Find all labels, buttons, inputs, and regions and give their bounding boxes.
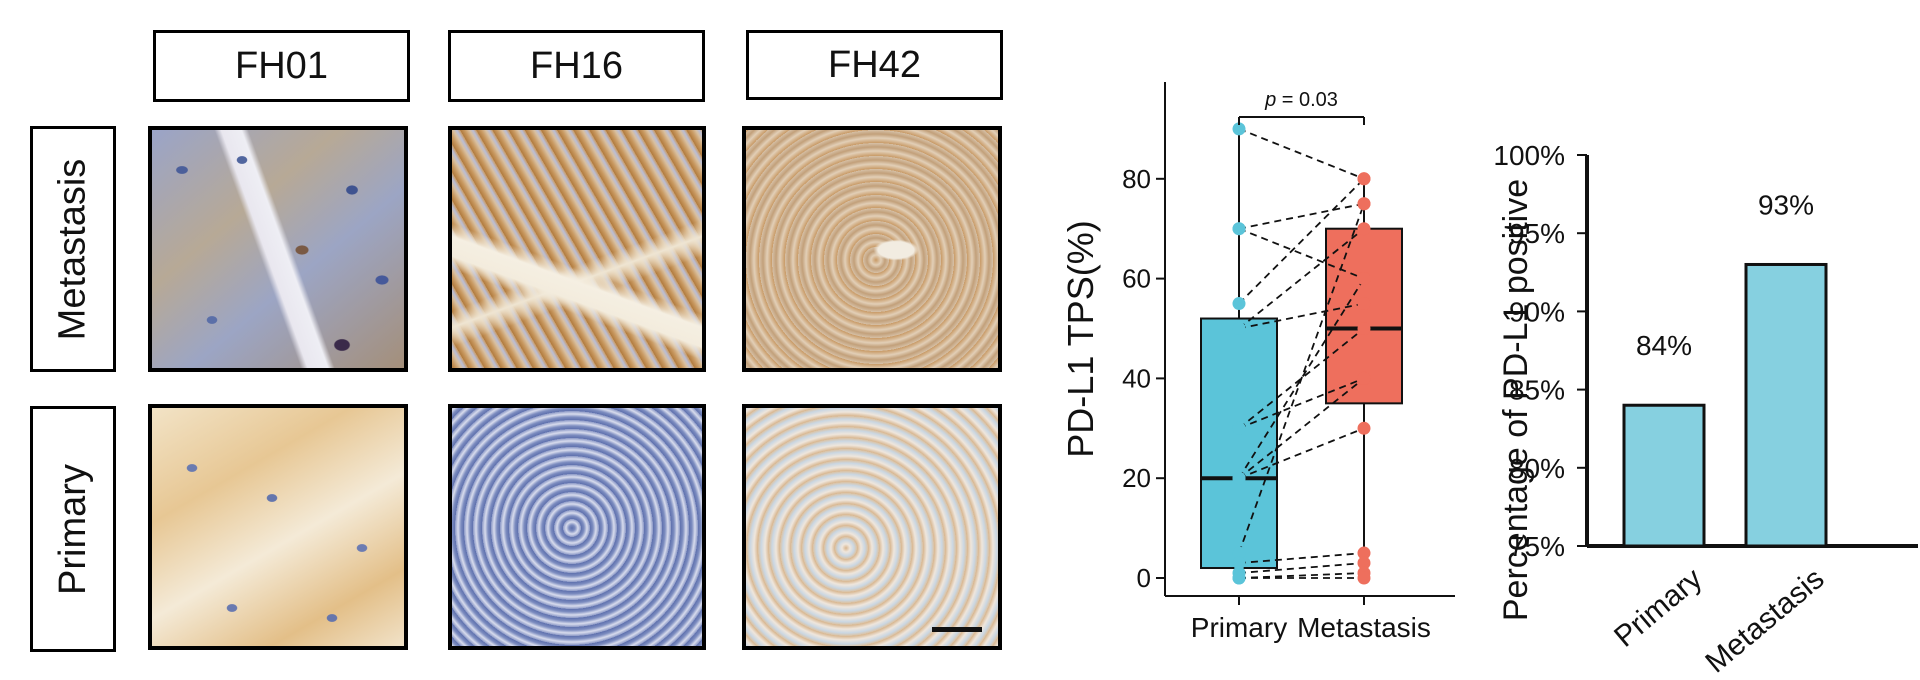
- row-label-text: Primary: [51, 463, 94, 595]
- metastasis-point: [1357, 297, 1371, 311]
- metastasis-point: [1357, 272, 1371, 286]
- primary-point: [1232, 471, 1246, 485]
- paired-line: [1238, 203, 1365, 554]
- data-label: 84%: [1636, 330, 1692, 361]
- data-label: 93%: [1758, 189, 1814, 220]
- y-tick-label: 40: [1122, 363, 1151, 393]
- bar-chart: 75% 80% 85% 90% 95% 100% Percentage of PD-L1 p…: [1493, 140, 1918, 680]
- paired-line: [1238, 178, 1365, 305]
- primary-point: [1232, 222, 1246, 236]
- box-primary: [1200, 317, 1278, 570]
- paired-line: [1238, 572, 1365, 579]
- primary-point: [1232, 546, 1246, 560]
- column-label-fh42: FH42: [746, 30, 1003, 100]
- x-tick-label: Primary: [1191, 612, 1287, 643]
- x-tick-label: Metastasis: [1297, 612, 1431, 643]
- column-label-fh16: FH16: [448, 30, 705, 102]
- bar-metastasis: [1744, 262, 1828, 548]
- paired-line: [1238, 327, 1365, 430]
- primary-point: [1232, 571, 1246, 585]
- paired-line: [1238, 377, 1365, 430]
- primary-point: [1232, 471, 1246, 485]
- micrograph-fh42-primary: [742, 404, 1002, 650]
- column-label-fh01: FH01: [153, 30, 410, 102]
- row-label-text: Metastasis: [51, 158, 94, 340]
- y-axis-label: Percentage of PD-L1 positive: [1497, 179, 1535, 621]
- metastasis-point: [1357, 322, 1371, 335]
- micrograph-fh16-metastasis: [448, 126, 706, 372]
- y-tick-label: 100%: [1493, 140, 1565, 171]
- scale-bar: [932, 627, 982, 632]
- primary-point: [1232, 421, 1246, 435]
- y-tick-label: 75%: [1509, 531, 1565, 562]
- paired-line: [1238, 278, 1365, 479]
- p-value-label: p = 0.03: [1264, 89, 1338, 111]
- primary-point: [1232, 322, 1246, 335]
- primary-point: [1232, 556, 1246, 570]
- row-label-primary: Primary: [30, 406, 116, 652]
- metastasis-point: [1357, 556, 1371, 570]
- y-tick-label: 80: [1122, 164, 1151, 194]
- paired-line: [1238, 227, 1365, 280]
- metastasis-point: [1357, 571, 1371, 585]
- metastasis-point: [1357, 371, 1371, 385]
- micrograph-fh42-metastasis: [742, 126, 1002, 372]
- paired-line: [1238, 377, 1365, 479]
- paired-line: [1238, 202, 1365, 230]
- primary-point: [1232, 297, 1246, 311]
- micrograph-fh01-metastasis: [148, 126, 408, 372]
- y-axis-label: PD-L1 TPS(%): [1060, 220, 1101, 457]
- y-tick-label: 80%: [1509, 453, 1565, 484]
- column-label-text: FH16: [530, 44, 623, 87]
- primary-point: [1232, 471, 1246, 485]
- metastasis-point: [1357, 272, 1371, 286]
- metastasis-point: [1357, 172, 1371, 186]
- metastasis-point: [1357, 421, 1371, 435]
- paired-line: [1238, 128, 1365, 180]
- y-tick-label: 20: [1122, 463, 1151, 493]
- metastasis-point: [1357, 566, 1371, 580]
- primary-point: [1232, 571, 1246, 585]
- x-tick-label: Primary: [1608, 562, 1708, 654]
- primary-point: [1232, 222, 1246, 236]
- column-label-text: FH42: [828, 43, 921, 86]
- primary-point: [1232, 122, 1246, 136]
- bar-primary: [1622, 403, 1706, 548]
- micrograph-fh16-primary: [448, 404, 706, 650]
- metastasis-point: [1357, 197, 1371, 211]
- paired-line: [1238, 552, 1365, 564]
- paired-line: [1238, 427, 1365, 480]
- metastasis-point: [1357, 222, 1371, 236]
- metastasis-point: [1357, 172, 1371, 186]
- micrograph-fh01-primary: [148, 404, 408, 650]
- y-tick-label: 85%: [1509, 375, 1565, 406]
- y-tick-label: 60: [1122, 264, 1151, 294]
- box-plot-chart: 0 20 40 60 80 PD-L1 TPS(%) Primary Metastasis p …: [1060, 82, 1455, 643]
- paired-line: [1238, 562, 1365, 574]
- y-tick-label: 90%: [1509, 296, 1565, 327]
- metastasis-point: [1357, 546, 1371, 560]
- column-label-text: FH01: [235, 44, 328, 87]
- metastasis-point: [1357, 371, 1371, 385]
- primary-point: [1232, 322, 1246, 335]
- paired-line: [1238, 227, 1365, 330]
- primary-point: [1232, 421, 1246, 435]
- primary-point: [1232, 566, 1246, 580]
- metastasis-point: [1357, 197, 1371, 211]
- row-label-metastasis: Metastasis: [30, 126, 116, 372]
- y-tick-label: 95%: [1509, 218, 1565, 249]
- paired-line: [1238, 302, 1365, 330]
- y-tick-label: 0: [1137, 563, 1151, 593]
- box-metastasis: [1325, 227, 1403, 405]
- x-tick-label: Metastasis: [1699, 562, 1830, 679]
